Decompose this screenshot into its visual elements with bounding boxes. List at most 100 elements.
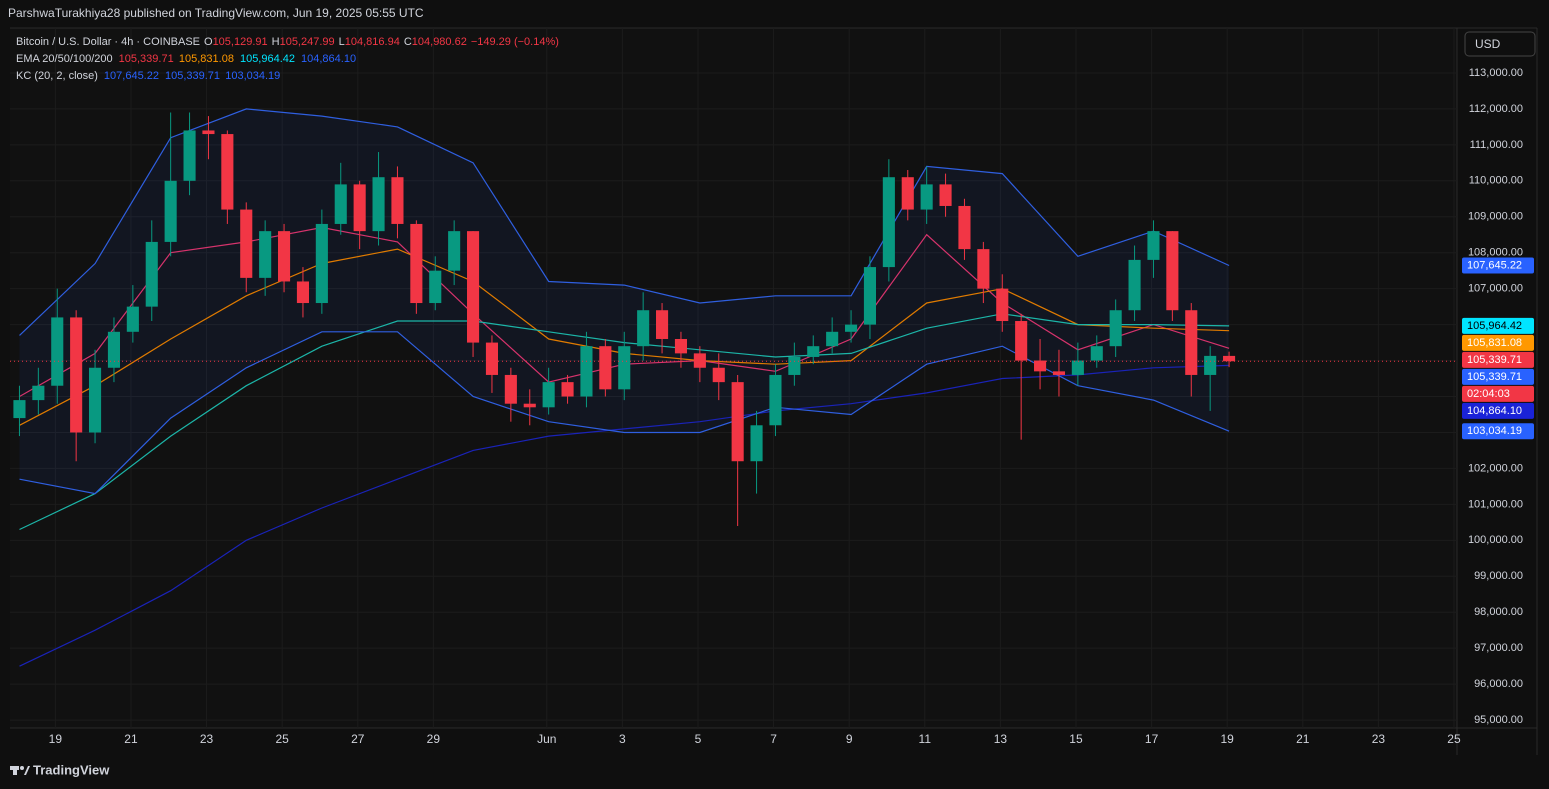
price-tag-label: 105,831.08 — [1467, 337, 1522, 349]
x-tick-label: 25 — [275, 732, 289, 746]
candle-body — [1034, 360, 1047, 372]
candle-body — [1015, 321, 1028, 361]
candle-body — [788, 356, 801, 375]
candle-body — [901, 177, 914, 210]
indicator-line — [19, 331, 1230, 495]
legend-text: 105,339.71 — [119, 53, 174, 65]
candle-body — [599, 346, 612, 390]
candle-body — [693, 353, 706, 368]
candle-body — [807, 346, 820, 357]
candle-body — [145, 241, 158, 307]
x-tick-label: 23 — [1372, 732, 1386, 746]
legend-text: EMA 20/50/100/200 — [16, 53, 113, 65]
candle-body — [1109, 310, 1122, 347]
brand-logo — [10, 766, 30, 775]
x-tick-label: 21 — [1296, 732, 1310, 746]
currency-label: USD — [1475, 37, 1501, 51]
y-tick-label: 97,000.00 — [1474, 642, 1523, 654]
legend-text: 105,129.91 — [213, 36, 268, 48]
candle-body — [882, 177, 895, 268]
legend-text: Bitcoin / U.S. Dollar · 4h · COINBASE — [16, 36, 200, 48]
price-tag — [1462, 423, 1534, 440]
legend-line: KC (20, 2, close) 107,645.22 105,339.71 103… — [16, 70, 280, 82]
candle-body — [996, 288, 1009, 322]
candle-body — [164, 180, 177, 242]
x-tick-label: 25 — [1447, 732, 1461, 746]
x-tick-label: 15 — [1069, 732, 1083, 746]
x-tick-label: 27 — [351, 732, 365, 746]
legend-line: Bitcoin / U.S. Dollar · 4h · COINBASE O10… — [16, 36, 559, 48]
candle-body — [674, 338, 688, 354]
candle-body — [863, 267, 877, 325]
price-tag-label: 105,964.42 — [1467, 320, 1522, 332]
candle-body — [89, 367, 102, 433]
legend-text: 105,339.71 — [165, 70, 220, 82]
candle-body — [240, 209, 253, 278]
y-tick-label: 113,000.00 — [1469, 67, 1523, 79]
candle-body — [429, 270, 442, 304]
y-tick-label: 95,000.00 — [1474, 714, 1523, 726]
candle-body — [1223, 355, 1236, 362]
candle-body — [656, 310, 669, 339]
price-tag — [1462, 334, 1534, 351]
y-tick-label: 101,000.00 — [1468, 498, 1523, 510]
price-tag-label: 103,034.19 — [1467, 425, 1522, 437]
candle-body — [372, 177, 385, 232]
y-tick-label: 112,000.00 — [1469, 103, 1523, 115]
x-tick-label: 17 — [1145, 732, 1159, 746]
candle-body — [126, 306, 139, 332]
attribution: ParshwaTurakhiya28 published on TradingV… — [8, 6, 424, 20]
candle-body — [13, 400, 26, 419]
legend-text: 104,980.62 — [412, 36, 467, 48]
x-tick-label: 9 — [846, 732, 853, 746]
candle-body — [1185, 310, 1198, 375]
legend-text: 103,034.19 — [225, 70, 280, 82]
x-tick-label: 13 — [994, 732, 1008, 746]
candle-body — [712, 367, 725, 383]
candle-body — [523, 403, 536, 408]
legend-line: EMA 20/50/100/200 105,339.71 105,831.08 105… — [16, 53, 356, 65]
price-tag — [1462, 317, 1534, 334]
candle-body — [448, 231, 461, 271]
x-tick-label: 19 — [1220, 732, 1234, 746]
legend-text: 105,831.08 — [179, 53, 234, 65]
legend-text: L — [339, 36, 345, 48]
price-tag-label: 107,645.22 — [1467, 259, 1522, 271]
price-tag-label: 02:04:03 — [1467, 388, 1510, 400]
candle-body — [315, 223, 328, 304]
price-tag — [1462, 402, 1534, 419]
legend-text: 107,645.22 — [104, 70, 159, 82]
x-tick-label: 21 — [124, 732, 138, 746]
candle-body — [618, 346, 631, 390]
candle-body — [845, 324, 858, 332]
candle-body — [542, 382, 555, 408]
candle-body — [958, 205, 971, 250]
price-tag — [1462, 368, 1534, 385]
y-tick-label: 98,000.00 — [1474, 606, 1523, 618]
candle-body — [939, 184, 952, 206]
legend-text: −149.29 (−0.14%) — [471, 36, 559, 48]
y-tick-label: 99,000.00 — [1474, 570, 1523, 582]
candle-body — [259, 231, 272, 278]
x-tick-label: 5 — [695, 732, 702, 746]
price-tag — [1462, 257, 1534, 274]
legend-text: 104,864.10 — [301, 53, 356, 65]
price-tag-label: 104,864.10 — [1467, 405, 1522, 417]
candle-body — [580, 346, 593, 397]
currency-button[interactable] — [1464, 31, 1536, 57]
candle-body — [1090, 346, 1103, 361]
candle-body — [731, 382, 744, 462]
legend-text: KC (20, 2, close) — [16, 70, 98, 82]
indicator-line — [19, 364, 1230, 667]
y-tick-label: 110,000.00 — [1469, 175, 1523, 187]
x-tick-label: 7 — [770, 732, 777, 746]
candle-body — [920, 184, 933, 210]
candle-body — [70, 317, 83, 433]
x-tick-label: 29 — [427, 732, 441, 746]
candle-body — [1052, 371, 1066, 375]
candle-body — [353, 184, 366, 232]
candle-body — [769, 374, 782, 426]
candle-body — [51, 317, 64, 386]
